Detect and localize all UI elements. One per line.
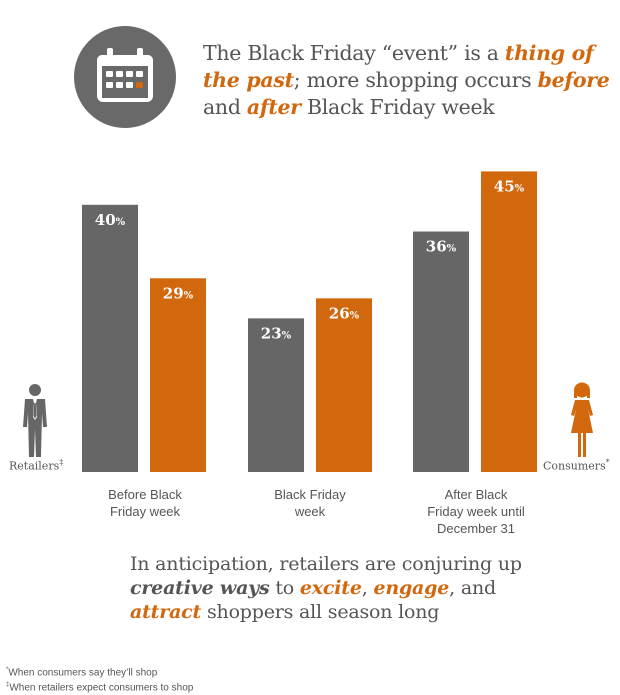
legend-retailers: Retailers‡ (9, 458, 63, 473)
footer-line-1: In anticipation, retailers are conjuring… (130, 553, 522, 575)
category-label-line: Friday week until (427, 504, 525, 519)
footer-text-and: , and (449, 577, 496, 599)
legend-consumers-mark: * (605, 458, 610, 467)
businessman-icon (23, 384, 47, 457)
calendar-badge (74, 26, 176, 128)
category-label-after: After Black Friday week until December 3… (404, 486, 548, 537)
data-label-unit: % (447, 244, 457, 255)
bar-consumers-1 (150, 278, 206, 472)
headline-text-2: ; more shopping occurs (293, 68, 538, 92)
footnote-text: When retailers expect consumers to shop (9, 682, 194, 694)
bar-retailers-1 (82, 204, 138, 473)
category-label-line: Before Black (108, 487, 182, 502)
category-label-line: After Black (444, 487, 508, 502)
footnote-mark: ‡ (6, 682, 10, 689)
woman-icon (571, 382, 593, 457)
category-label-line: Friday week (109, 504, 181, 519)
footer-text-to: to (269, 577, 300, 599)
data-label-unit: % (515, 183, 525, 194)
bar-chart-svg: 40%29%23%26%36%45% (82, 171, 537, 473)
headline-text-3: and (203, 95, 247, 119)
legend-consumers-label: Consumers (543, 459, 606, 473)
headline-text-4: Black Friday week (300, 95, 495, 119)
headline-text-1: The Black Friday “event” is a (203, 41, 505, 65)
bar-retailers-2 (248, 318, 304, 472)
data-label-unit: % (184, 290, 194, 301)
headline: The Black Friday “event” is a thing of t… (203, 40, 613, 121)
data-label-unit: % (282, 330, 292, 341)
footer-text-tail: shoppers all season long (201, 601, 440, 623)
category-label-black-friday: Black Friday week (248, 486, 372, 520)
bar-chart: 40% 29% 23% 26% 36% 45% (0, 150, 620, 550)
data-label-unit: % (350, 310, 360, 321)
footnote-retailers: ‡When retailers expect consumers to shop (6, 679, 193, 694)
footer-text-comma: , (361, 577, 374, 599)
footer-emphasis-engage: engage (373, 577, 450, 599)
headline-emphasis-before: before (537, 68, 610, 92)
bar-retailers-3 (413, 231, 469, 472)
headline-emphasis-after: after (246, 95, 301, 119)
footnote-mark: * (6, 667, 9, 673)
bar-consumers-3 (481, 171, 537, 472)
footer-statement: In anticipation, retailers are conjuring… (130, 552, 550, 624)
legend-retailers-label: Retailers (9, 459, 60, 473)
headline-emphasis-past: thing of the past (203, 41, 594, 92)
data-label-unit: % (116, 217, 126, 228)
category-label-line: December 31 (436, 521, 516, 536)
bar-consumers-2 (316, 298, 372, 472)
category-label-line: week (294, 504, 326, 519)
footer-emphasis-creative: creative ways (130, 577, 270, 599)
header: The Black Friday “event” is a thing of t… (0, 0, 620, 150)
footer-line-2: creative ways to excite, engage, and (130, 576, 550, 600)
footnotes: *When consumers say they’ll shop ‡When r… (6, 664, 193, 695)
footnote-text: When consumers say they’ll shop (8, 667, 158, 679)
footnote-consumers: *When consumers say they’ll shop (6, 664, 193, 679)
category-label-before: Before Black Friday week (83, 486, 207, 520)
calendar-icon (97, 48, 153, 102)
legend-retailers-mark: ‡ (59, 458, 64, 467)
footer-emphasis-attract: attract (130, 601, 202, 623)
footer-line-3: attract shoppers all season long (130, 600, 550, 624)
footer-emphasis-excite: excite (299, 577, 362, 599)
legend-consumers: Consumers* (543, 458, 610, 473)
category-label-line: Black Friday (274, 487, 346, 502)
